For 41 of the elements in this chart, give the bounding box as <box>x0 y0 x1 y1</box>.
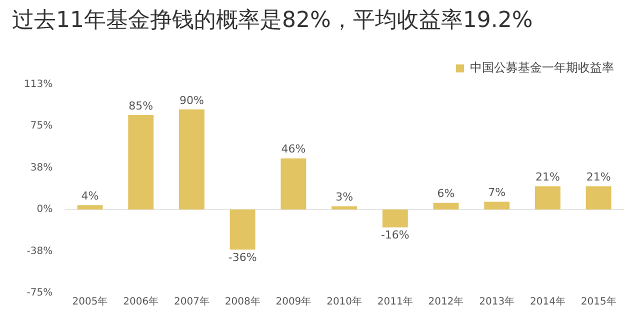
bar <box>128 114 154 210</box>
text: 90% <box>180 94 204 107</box>
legend-label: 中国公募基金一年期收益率 <box>470 60 614 75</box>
x-tick-label: 2015年 <box>580 296 616 308</box>
y-tick-label: 0% <box>36 204 53 216</box>
y-tick-label: -75% <box>26 288 53 299</box>
x-tick-label: 2009年 <box>276 296 312 308</box>
bar <box>586 186 612 210</box>
bar <box>280 158 306 210</box>
y-tick-label: 113% <box>24 78 53 90</box>
y-tick-label: 75% <box>30 120 53 132</box>
text: -36% <box>228 250 257 264</box>
chart-title: 过去11年基金挣钱的概率是82%，平均收益率19.2% <box>12 8 533 33</box>
text: -16% <box>380 228 410 242</box>
bar <box>230 210 256 250</box>
text: 4% <box>81 189 99 202</box>
text: 46% <box>281 142 306 156</box>
x-tick-label: 2008年 <box>224 296 260 308</box>
x-tick-label: 2014年 <box>530 296 566 308</box>
bar <box>332 206 358 210</box>
text: 21% <box>586 170 611 184</box>
bar <box>484 202 510 210</box>
bar <box>535 186 560 210</box>
x-tick-label: 2012年 <box>428 296 464 308</box>
text: 3% <box>336 190 354 204</box>
bar <box>77 205 103 210</box>
x-tick-label: 2006年 <box>123 296 159 308</box>
text: 21% <box>535 170 560 184</box>
x-tick-label: 2010年 <box>326 296 362 308</box>
x-tick-label: 2005年 <box>72 296 108 308</box>
y-tick-label: 38% <box>30 162 53 174</box>
x-tick-label: 2007年 <box>174 296 210 308</box>
bar <box>179 109 204 210</box>
bar <box>382 210 408 228</box>
text: 7% <box>488 186 506 200</box>
text: 85% <box>128 99 154 112</box>
x-tick-label: 2011年 <box>377 296 413 308</box>
y-tick-label: -38% <box>26 246 53 257</box>
x-tick-label: 2013年 <box>479 296 515 308</box>
text: 6% <box>437 187 455 200</box>
bar <box>433 202 459 210</box>
